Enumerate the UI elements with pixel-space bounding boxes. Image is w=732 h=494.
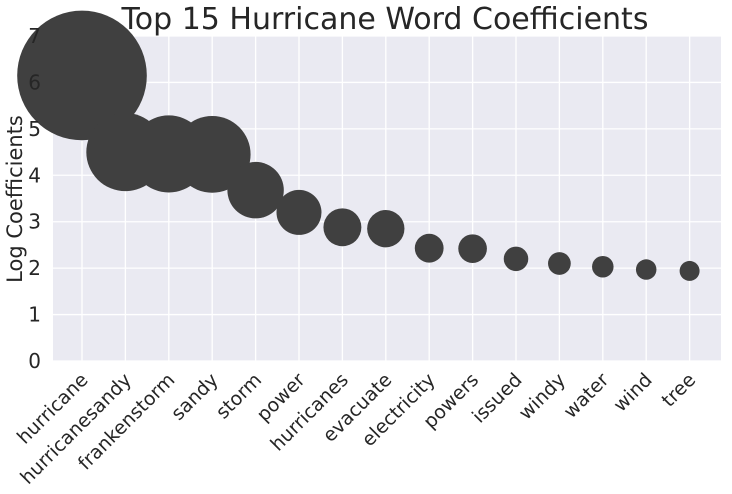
data-markers: [17, 10, 700, 281]
y-tick-label: 5: [28, 117, 41, 141]
data-point-hurricanes: [323, 208, 362, 247]
x-tick-label: tree: [658, 369, 701, 412]
y-tick-labels: 0 1 2 3 4 5 6 7: [28, 24, 41, 373]
data-point-power: [276, 189, 322, 235]
y-tick-label: 6: [28, 70, 41, 94]
data-point-sandy: [173, 116, 251, 193]
y-tick-label: 4: [28, 163, 41, 187]
x-tick-label: water: [559, 369, 613, 423]
data-point-evacuate: [367, 210, 405, 248]
data-point-electricity: [414, 233, 444, 263]
y-tick-label: 1: [28, 303, 41, 327]
y-tick-label: 7: [28, 24, 41, 48]
plot-background: [53, 36, 721, 361]
x-tick-label: sandy: [167, 369, 223, 425]
data-point-water: [592, 255, 614, 278]
data-point-windy: [548, 252, 571, 275]
chart-title: Top 15 Hurricane Word Coefficients: [121, 2, 649, 37]
x-tick-label: issued: [468, 369, 527, 428]
x-tick-label: wind: [609, 369, 656, 416]
data-point-issued: [503, 246, 529, 272]
data-point-hurricane: [17, 10, 147, 141]
data-point-wind: [635, 259, 657, 280]
y-tick-label: 2: [28, 256, 41, 280]
y-tick-label: 0: [28, 349, 41, 373]
y-tick-label: 3: [28, 210, 41, 234]
data-point-storm: [227, 161, 284, 219]
x-tick-label: windy: [515, 369, 570, 424]
x-tick-labels: hurricanehurricanesandyfrankenstormsandy…: [13, 369, 700, 489]
data-point-tree: [679, 260, 700, 281]
data-point-powers: [458, 234, 487, 263]
y-axis-label: Log Coefficients: [3, 115, 27, 283]
